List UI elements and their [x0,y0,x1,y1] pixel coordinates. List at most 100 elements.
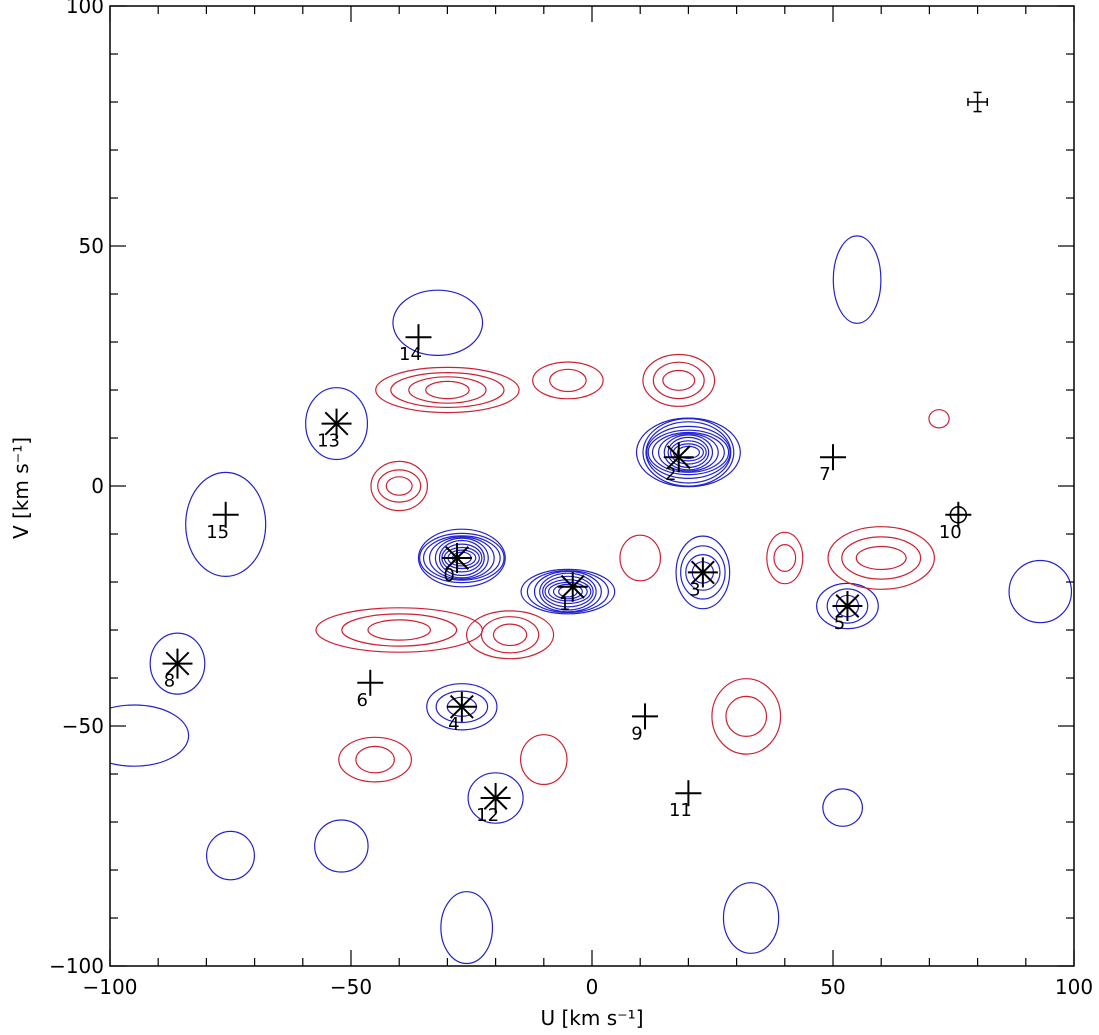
contour-positive-2-5 [651,431,725,473]
contour-negative-21-1 [652,361,705,400]
marker-1: 1 [557,571,588,615]
contour-negative-20-0 [532,361,604,400]
marker-label-0: 0 [443,565,454,586]
marker-3: 3 [687,557,718,600]
marker-4: 4 [446,691,477,735]
marker-label-9: 9 [631,723,642,744]
marker-1-stroke-d2 [560,574,585,599]
contour-positive-1-3 [539,572,597,611]
y-tick-label--100: −100 [49,954,104,978]
marker-label-12: 12 [476,805,499,826]
contour-positive-1-7 [552,583,583,600]
contour-positive-14-0 [314,819,369,873]
contour-positive-1-1 [526,570,610,614]
marker-label-4: 4 [448,714,459,735]
contour-positive-2-3 [646,425,731,479]
contour-positive-5-1 [826,588,869,624]
contour-negative-19-0 [375,366,520,414]
marker-6: 6 [357,669,384,711]
marker-14: 14 [399,324,432,365]
marker-11: 11 [669,780,702,821]
marker-label-10: 10 [939,522,962,543]
marker-12: 12 [476,783,511,826]
contour-positive-1-4 [542,575,594,608]
x-tick-label-50: 50 [820,975,845,999]
contour-positive-5-0 [816,582,879,630]
marker-label-15: 15 [206,522,229,543]
contour-positive-2-1 [642,418,735,487]
marker-15: 15 [206,501,239,543]
marker-10-circle [949,506,968,524]
contour-positive-9-0 [392,289,484,356]
plot-frame [109,5,1075,967]
contour-positive-0-6 [441,543,483,573]
marker-13: 13 [317,408,352,452]
contour-positive-4-1 [435,690,489,724]
contour-positive-4-0 [426,683,498,731]
marker-4-stroke-d2 [449,694,474,719]
contour-negative-27-0 [338,736,413,783]
contour-negative-30-0 [619,534,662,582]
contour-positive-2-6 [658,433,719,472]
marker-label-2: 2 [665,464,676,485]
contour-negative-24-0 [465,610,555,660]
marker-label-7: 7 [819,464,830,485]
marker-9: 9 [631,703,659,744]
contour-positive-2-2 [645,421,732,484]
marker-8-stroke-d2 [165,651,190,676]
contour-negative-20-1 [549,368,587,393]
marker-2-stroke-d2 [666,445,691,470]
marker-12-stroke-d2 [483,786,508,810]
contour-positive-2-9 [670,440,707,465]
contour-negative-26-0 [711,678,782,755]
contour-positive-1-0 [520,568,616,615]
contour-positive-3-2 [685,554,721,591]
marker-5-stroke-d2 [835,594,860,618]
contour-negative-19-1 [390,372,505,409]
contour-positive-18-0 [110,704,190,767]
contour-negative-31-0 [928,409,950,429]
contour-negative-22-2 [385,476,413,496]
contour-positive-8-0 [305,387,369,461]
marker-label-14: 14 [399,344,422,365]
contour-negative-25-2 [855,545,907,571]
contour-positive-2-7 [663,434,714,471]
x-tick-label-0: 0 [586,975,599,999]
y-tick-label-100: 100 [66,0,104,18]
contour-positive-0-3 [428,536,495,580]
contour-positive-3-1 [680,545,726,600]
contour-negative-28-0 [519,734,568,786]
contour-negative-19-3 [425,380,470,400]
y-axis-label: V [km s⁻¹] [9,437,33,539]
marker-label-5: 5 [834,613,845,634]
contour-positive-15-0 [822,788,864,827]
marker-0-stroke-d2 [445,546,469,570]
x-tick-label-100: 100 [1055,975,1093,999]
contour-negative-22-0 [370,460,429,512]
contour-positive-6-0 [149,632,206,695]
contour-positive-7-0 [467,772,524,824]
contour-positive-0-4 [434,537,489,579]
contour-positive-12-0 [1008,559,1073,624]
contour-positive-13-0 [206,830,256,881]
y-tick-label-50: 50 [79,234,104,258]
contour-negative-26-1 [725,695,768,738]
marker-0: 0 [442,543,473,586]
x-axis-label: U [km s⁻¹] [540,1006,643,1030]
y-tick-label--50: −50 [62,714,104,738]
contour-negative-21-2 [662,369,696,391]
contour-positive-0-0 [417,528,506,588]
marker-5: 5 [832,591,863,634]
y-tick-label-0: 0 [91,474,104,498]
contour-positive-0-1 [419,532,505,584]
marker-label-6: 6 [357,690,368,711]
error-bar [967,91,988,113]
contour-positive-2-4 [647,429,730,476]
contour-negative-29-1 [773,543,797,572]
contour-negative-25-0 [827,526,936,590]
contour-negative-19-2 [408,376,487,404]
marker-10: 10 [939,501,972,543]
contour-negative-23-2 [367,619,432,641]
